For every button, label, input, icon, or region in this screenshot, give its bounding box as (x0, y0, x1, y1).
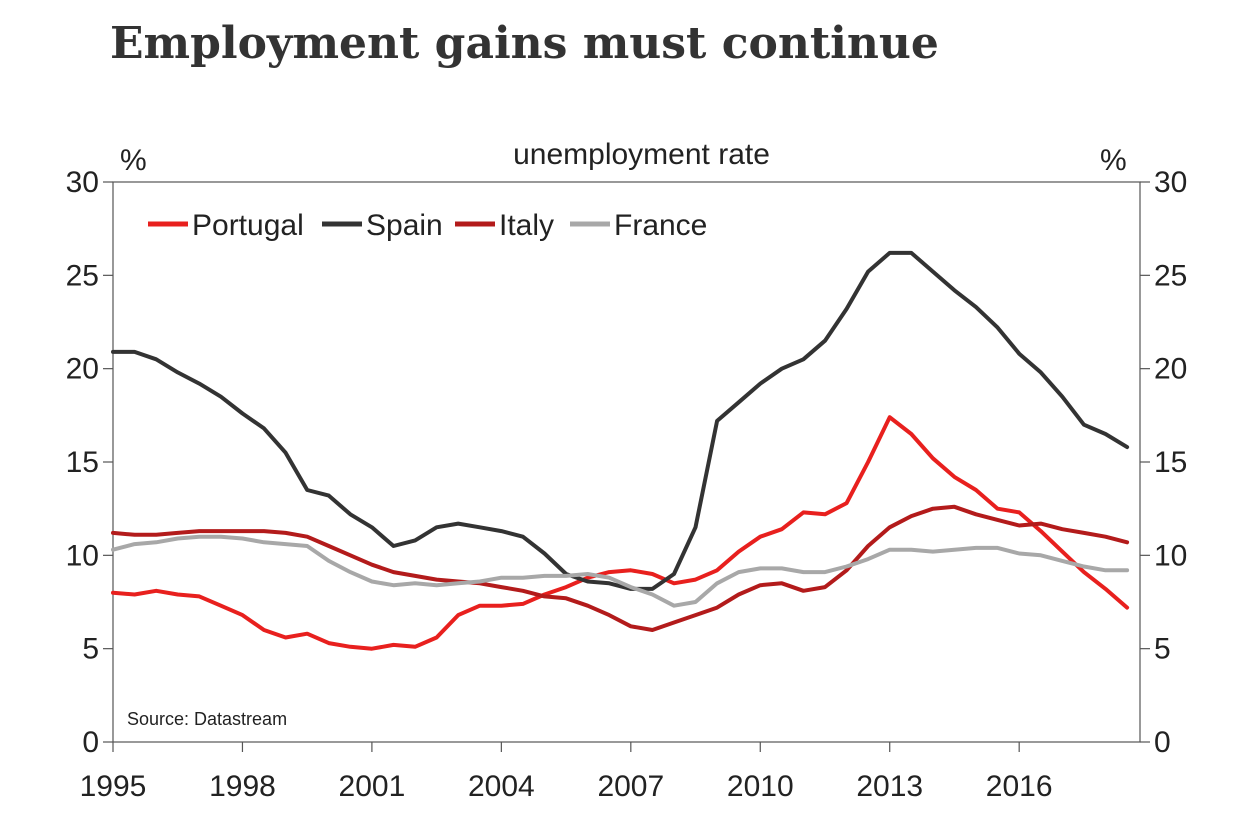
x-tick-label: 2007 (597, 770, 664, 803)
x-tick-label: 2001 (339, 770, 406, 803)
series-lines (111, 250, 1130, 651)
y-tick-label-right: 20 (1154, 353, 1187, 386)
legend-label-portugal: Portugal (192, 209, 304, 242)
series-line-france (111, 534, 1130, 608)
source-note: Source: Datastream (127, 709, 287, 729)
y-tick-label-left: 15 (66, 446, 99, 479)
legend-label-italy: Italy (499, 209, 554, 242)
plot-frame (112, 181, 1141, 743)
y-tick-label-left: 10 (66, 539, 99, 572)
series-line-portugal (111, 415, 1130, 651)
y-tick-label-left: 20 (66, 353, 99, 386)
y-tick-label-left: 0 (82, 726, 99, 759)
x-tick-label: 2016 (986, 770, 1053, 803)
legend: Portugal Spain Italy France (148, 209, 707, 242)
y-tick-label-left: 25 (66, 259, 99, 292)
y-tick-label-right: 10 (1154, 539, 1187, 572)
y-tick-label-right: 25 (1154, 259, 1187, 292)
axis-ticks: 0 0 5 5 10 10 15 15 20 20 25 25 30 30 1995 1998 2001 2004… (66, 166, 1188, 803)
y-tick-label-right: 5 (1154, 633, 1171, 666)
y-tick-label-right: 15 (1154, 446, 1187, 479)
x-tick-label: 1998 (209, 770, 276, 803)
chart-title: Employment gains must continue (110, 18, 939, 69)
y-tick-label-right: 0 (1154, 726, 1171, 759)
x-tick-label: 2010 (727, 770, 794, 803)
x-tick-label: 2004 (468, 770, 535, 803)
series-line-spain (111, 250, 1130, 591)
y-tick-label-right: 30 (1154, 166, 1187, 199)
y-tick-label-left: 30 (66, 166, 99, 199)
y-tick-label-left: 5 (82, 633, 99, 666)
chart-subtitle: unemployment rate (513, 138, 770, 171)
legend-label-spain: Spain (366, 209, 443, 242)
right-unit-label: % (1100, 144, 1127, 177)
x-tick-label: 2013 (856, 770, 923, 803)
legend-label-france: France (614, 209, 707, 242)
x-tick-label: 1995 (80, 770, 147, 803)
left-unit-label: % (120, 144, 147, 177)
series-line-italy (111, 504, 1130, 632)
